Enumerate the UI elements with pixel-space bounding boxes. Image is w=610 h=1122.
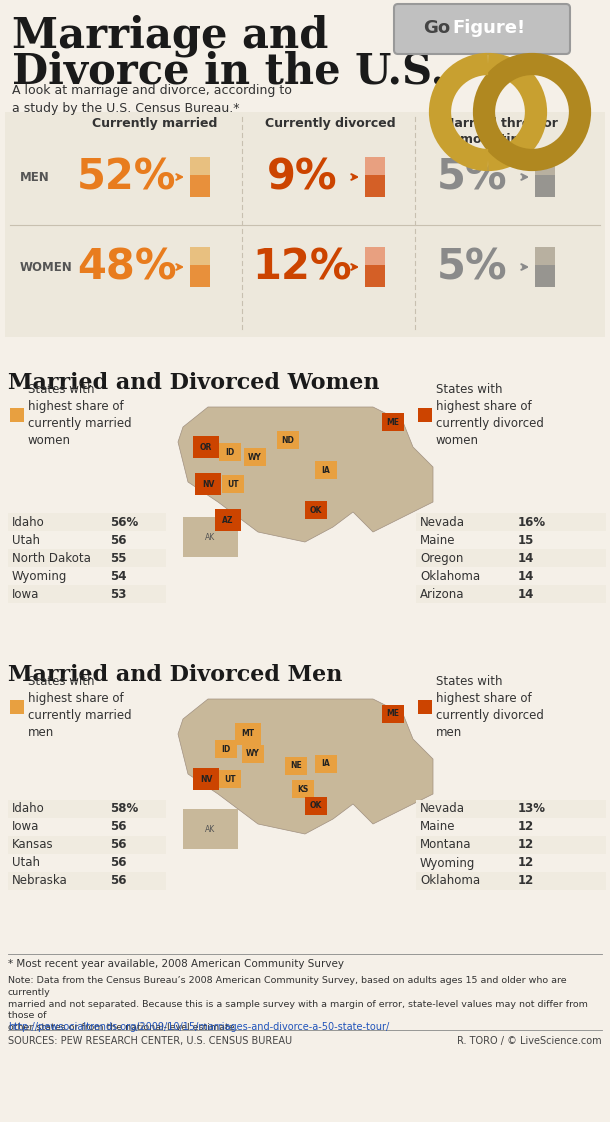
Text: 53: 53 xyxy=(110,588,126,600)
Text: 12: 12 xyxy=(518,838,534,852)
FancyBboxPatch shape xyxy=(215,741,237,758)
Text: Currently divorced: Currently divorced xyxy=(265,117,395,130)
Text: SOURCES: PEW RESEARCH CENTER, U.S. CENSUS BUREAU: SOURCES: PEW RESEARCH CENTER, U.S. CENSU… xyxy=(8,1036,292,1046)
FancyBboxPatch shape xyxy=(193,436,219,458)
FancyBboxPatch shape xyxy=(222,475,244,493)
FancyBboxPatch shape xyxy=(190,157,210,197)
Text: ME: ME xyxy=(387,709,400,718)
FancyBboxPatch shape xyxy=(416,872,606,890)
Text: 58%: 58% xyxy=(110,802,138,816)
Text: Married and Divorced Men: Married and Divorced Men xyxy=(8,664,342,686)
Text: States with
highest share of
currently divorced
women: States with highest share of currently d… xyxy=(436,383,544,447)
Text: ND: ND xyxy=(282,435,295,444)
Text: 5%: 5% xyxy=(437,246,508,288)
Text: 54: 54 xyxy=(110,570,126,582)
FancyBboxPatch shape xyxy=(277,431,299,449)
Text: 15: 15 xyxy=(518,533,534,546)
Text: OK: OK xyxy=(310,506,322,515)
Text: Montana: Montana xyxy=(420,838,472,852)
FancyBboxPatch shape xyxy=(8,585,166,603)
FancyBboxPatch shape xyxy=(183,517,238,557)
Text: 14: 14 xyxy=(518,552,534,564)
Text: 12: 12 xyxy=(518,820,534,834)
Text: 5%: 5% xyxy=(437,156,508,197)
Text: 56: 56 xyxy=(110,820,126,834)
Text: Married three or
more times: Married three or more times xyxy=(442,117,558,146)
Text: 12: 12 xyxy=(518,856,534,870)
Text: 48%: 48% xyxy=(77,246,177,288)
Text: 13%: 13% xyxy=(518,802,546,816)
Text: ID: ID xyxy=(225,448,235,457)
Text: AK: AK xyxy=(205,825,215,834)
FancyBboxPatch shape xyxy=(418,700,432,714)
FancyBboxPatch shape xyxy=(10,700,24,714)
Text: 9%: 9% xyxy=(267,156,337,197)
Text: States with
highest share of
currently married
women: States with highest share of currently m… xyxy=(28,383,132,447)
FancyBboxPatch shape xyxy=(215,509,241,531)
Text: Divorce in the U.S.: Divorce in the U.S. xyxy=(12,50,445,92)
FancyBboxPatch shape xyxy=(365,157,385,197)
Text: States with
highest share of
currently married
men: States with highest share of currently m… xyxy=(28,675,132,739)
FancyBboxPatch shape xyxy=(535,247,555,287)
FancyBboxPatch shape xyxy=(235,723,261,745)
FancyBboxPatch shape xyxy=(219,770,241,788)
FancyBboxPatch shape xyxy=(315,461,337,479)
Text: 56: 56 xyxy=(110,533,126,546)
FancyBboxPatch shape xyxy=(416,800,606,818)
Text: NV: NV xyxy=(202,479,214,488)
FancyBboxPatch shape xyxy=(305,797,327,815)
FancyBboxPatch shape xyxy=(535,175,555,197)
FancyBboxPatch shape xyxy=(416,836,606,854)
Text: R. TORO / © LiveScience.com: R. TORO / © LiveScience.com xyxy=(458,1036,602,1046)
FancyBboxPatch shape xyxy=(244,448,266,466)
Text: 56: 56 xyxy=(110,856,126,870)
Text: ME: ME xyxy=(387,417,400,426)
Text: Utah: Utah xyxy=(12,856,40,870)
Text: Maine: Maine xyxy=(420,533,456,546)
Text: Nebraska: Nebraska xyxy=(12,874,68,888)
Text: Currently married: Currently married xyxy=(92,117,218,130)
Text: NE: NE xyxy=(290,762,302,771)
Text: 16%: 16% xyxy=(518,515,546,528)
Text: MEN: MEN xyxy=(20,171,50,184)
Polygon shape xyxy=(178,699,433,834)
Text: Oregon: Oregon xyxy=(420,552,464,564)
FancyBboxPatch shape xyxy=(195,473,221,495)
FancyBboxPatch shape xyxy=(416,585,606,603)
Text: Marriage and: Marriage and xyxy=(12,13,328,56)
Text: Go: Go xyxy=(423,19,450,37)
Text: 12%: 12% xyxy=(252,246,352,288)
FancyBboxPatch shape xyxy=(193,767,219,790)
Text: WY: WY xyxy=(248,452,262,461)
FancyBboxPatch shape xyxy=(535,157,555,197)
FancyBboxPatch shape xyxy=(183,809,238,849)
Text: OK: OK xyxy=(310,801,322,810)
Text: Oklahoma: Oklahoma xyxy=(420,874,480,888)
FancyBboxPatch shape xyxy=(382,413,404,431)
FancyBboxPatch shape xyxy=(292,780,314,798)
Text: Idaho: Idaho xyxy=(12,802,45,816)
FancyBboxPatch shape xyxy=(190,265,210,287)
FancyBboxPatch shape xyxy=(190,175,210,197)
FancyBboxPatch shape xyxy=(416,549,606,567)
Text: Maine: Maine xyxy=(420,820,456,834)
Text: 14: 14 xyxy=(518,588,534,600)
Text: IA: IA xyxy=(321,760,331,769)
FancyBboxPatch shape xyxy=(394,4,570,54)
FancyBboxPatch shape xyxy=(8,836,166,854)
Text: Kansas: Kansas xyxy=(12,838,54,852)
Text: 56%: 56% xyxy=(110,515,138,528)
Text: UT: UT xyxy=(224,774,236,783)
FancyBboxPatch shape xyxy=(365,265,385,287)
Text: MT: MT xyxy=(242,729,254,738)
Text: UT: UT xyxy=(227,479,239,488)
Text: http://pewsocialtrends.org/2009/10/15/marriages-and-divorce-a-50-state-tour/: http://pewsocialtrends.org/2009/10/15/ma… xyxy=(8,1022,389,1032)
Text: A look at marriage and divorce, according to
a study by the U.S. Census Bureau.*: A look at marriage and divorce, accordin… xyxy=(12,84,292,114)
FancyBboxPatch shape xyxy=(535,265,555,287)
FancyBboxPatch shape xyxy=(315,755,337,773)
FancyBboxPatch shape xyxy=(242,745,264,763)
Text: Wyoming: Wyoming xyxy=(12,570,67,582)
FancyBboxPatch shape xyxy=(418,408,432,422)
FancyBboxPatch shape xyxy=(8,513,166,531)
